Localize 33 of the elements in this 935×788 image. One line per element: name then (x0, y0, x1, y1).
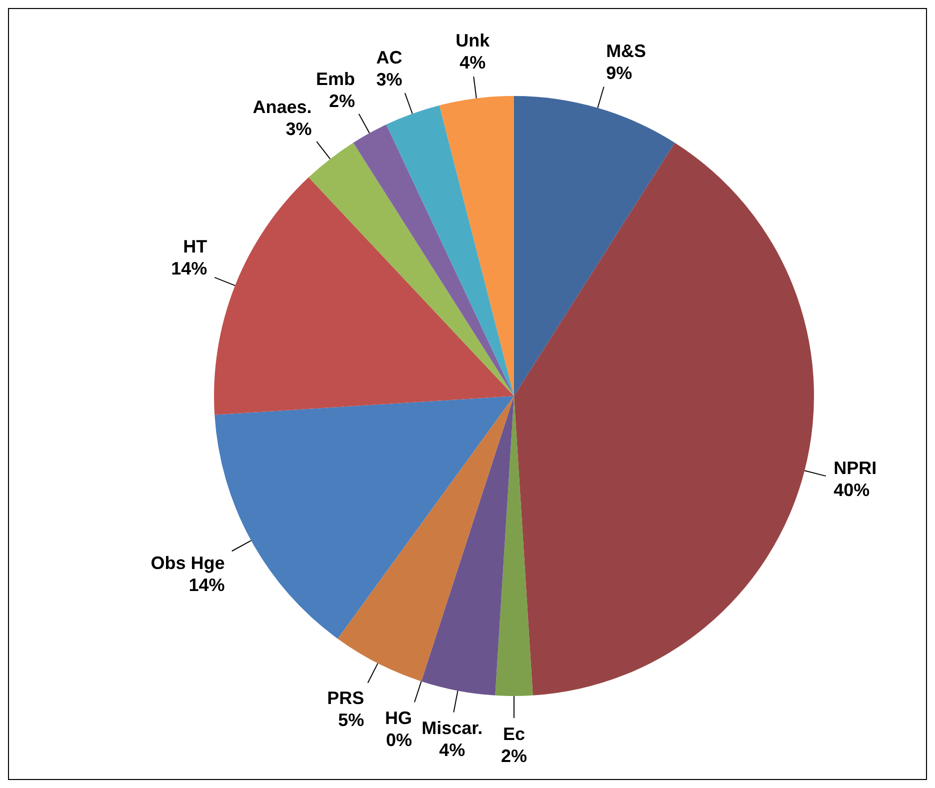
text: 0% (386, 730, 412, 750)
slice-label: Miscar. (422, 718, 483, 738)
pie-slice (514, 142, 814, 696)
pie-slice (386, 105, 514, 396)
pie-slice (353, 124, 514, 396)
pie-slice (338, 396, 514, 682)
data-label: 14% (188, 574, 225, 595)
pie-slice (214, 177, 514, 415)
pie-slice (308, 142, 514, 396)
data-label: 3% (286, 119, 312, 140)
data-label: 5% (338, 710, 364, 730)
legend-label: HG (385, 708, 412, 728)
pie-slice (421, 396, 514, 696)
slice-label: NPRI (834, 458, 877, 478)
slice-label: HT (183, 236, 208, 257)
data-label: 40% (834, 480, 870, 500)
slice-label: AC (376, 48, 402, 68)
slice-label: Ec (502, 724, 526, 744)
slice-label: Emb (316, 68, 356, 89)
slice-label: PRS (327, 688, 364, 708)
data-label: 4% (439, 740, 466, 760)
pie-slice (514, 96, 675, 396)
slice-label: Unk (456, 30, 491, 51)
data-label: 2% (500, 746, 528, 766)
data-label: 2% (329, 90, 356, 111)
data-label: 3% (376, 70, 402, 90)
pie-slice (439, 96, 514, 396)
data-label: 14% (171, 258, 208, 279)
slice-label: M&S (606, 41, 646, 62)
slice-label: Obs Hge (150, 552, 225, 573)
data-label: 9% (606, 63, 632, 84)
data-label: 4% (460, 52, 486, 73)
slice-label: Anaes. (252, 97, 312, 118)
